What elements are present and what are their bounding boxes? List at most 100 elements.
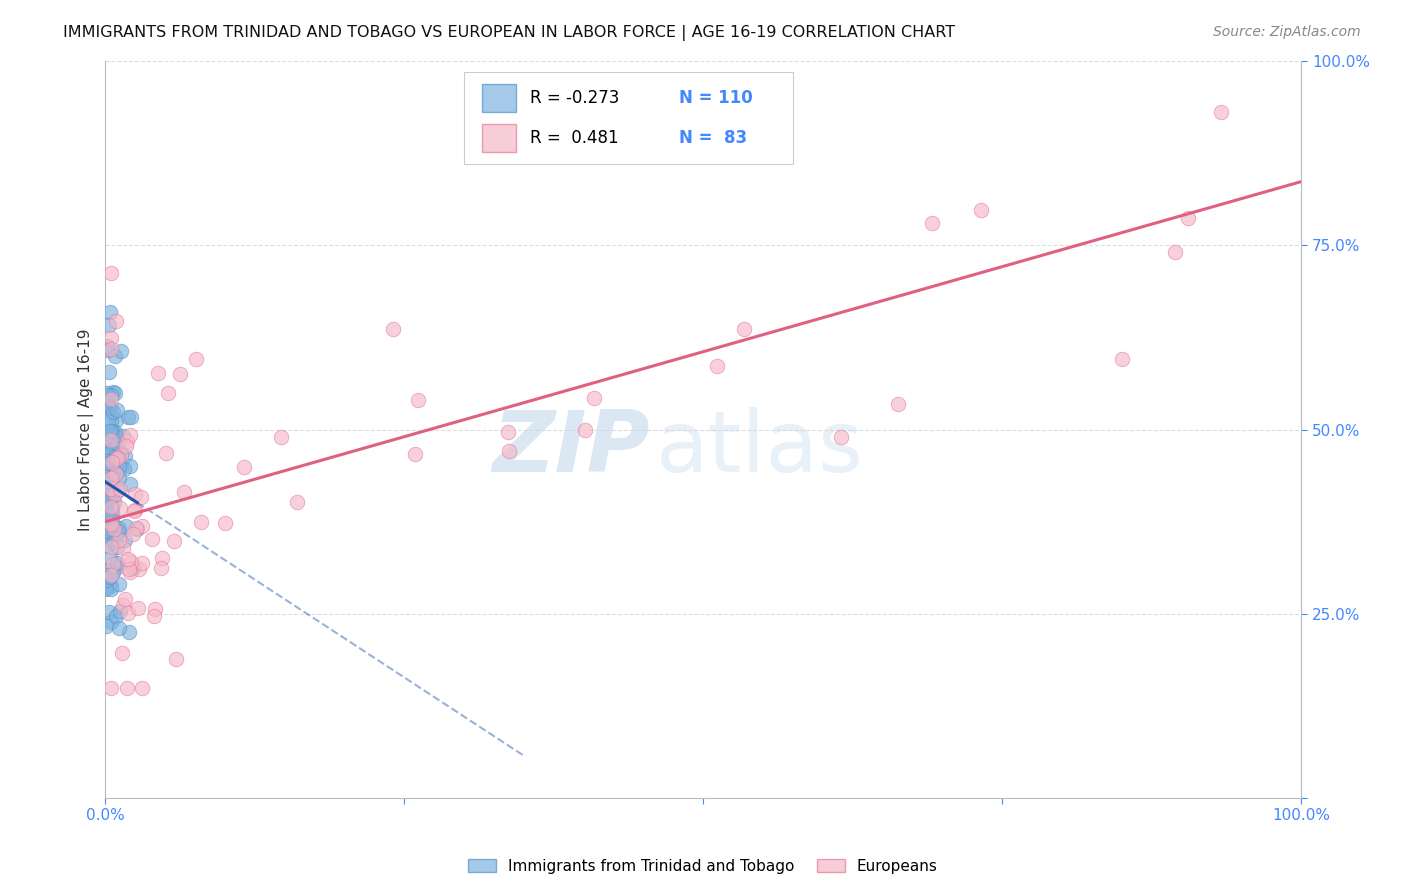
Point xyxy=(97,399,120,413)
Point xyxy=(1177,211,1199,226)
Point xyxy=(163,533,186,548)
Point xyxy=(97,343,120,357)
Point xyxy=(131,681,153,695)
Point xyxy=(129,490,152,504)
Point xyxy=(100,550,122,565)
Point xyxy=(114,519,136,533)
Point xyxy=(98,563,121,577)
Point xyxy=(131,518,153,533)
Point xyxy=(94,580,117,594)
Text: R =  0.481: R = 0.481 xyxy=(530,129,619,147)
Point xyxy=(122,561,145,575)
Point xyxy=(120,410,142,425)
Point xyxy=(96,537,118,551)
Point xyxy=(100,487,122,501)
Point xyxy=(105,560,128,574)
Point xyxy=(98,509,121,524)
Point xyxy=(496,425,519,439)
Point xyxy=(104,428,127,442)
Point xyxy=(100,533,122,548)
Point xyxy=(104,440,127,454)
Point xyxy=(1209,105,1232,120)
Point xyxy=(96,388,118,402)
Point xyxy=(111,541,134,555)
Point xyxy=(100,392,122,406)
Point xyxy=(94,618,117,632)
Point xyxy=(94,517,117,532)
Point xyxy=(98,399,121,413)
Point xyxy=(104,487,127,501)
Point xyxy=(98,424,121,438)
Point xyxy=(120,428,142,442)
Point xyxy=(184,352,207,367)
Point xyxy=(128,562,150,576)
Point xyxy=(100,578,122,592)
Point xyxy=(96,508,118,522)
Point xyxy=(97,521,120,535)
Point xyxy=(96,339,118,353)
Point xyxy=(149,561,172,575)
Point xyxy=(970,202,993,217)
Point xyxy=(100,414,122,428)
Point xyxy=(97,476,120,491)
Point xyxy=(921,216,943,230)
Point xyxy=(108,471,131,485)
Point xyxy=(122,527,145,541)
Point xyxy=(101,508,124,522)
Point xyxy=(100,450,122,464)
Point xyxy=(101,384,124,399)
Point xyxy=(100,540,122,554)
Point xyxy=(96,490,118,504)
Point xyxy=(98,365,121,379)
Point xyxy=(115,681,138,695)
Point xyxy=(105,556,128,570)
Point xyxy=(97,441,120,455)
Point xyxy=(114,449,136,463)
Point xyxy=(96,386,118,401)
Point xyxy=(107,450,129,464)
Point xyxy=(382,321,405,335)
Point xyxy=(125,521,148,535)
Point xyxy=(101,455,124,469)
Point xyxy=(97,454,120,468)
Point xyxy=(104,385,127,400)
Point xyxy=(887,397,910,411)
Point xyxy=(103,534,125,549)
Point xyxy=(1206,39,1229,54)
Point xyxy=(104,608,127,623)
Point xyxy=(104,314,127,328)
Point xyxy=(100,517,122,532)
Point xyxy=(114,533,136,548)
Point xyxy=(120,565,142,579)
Text: N = 110: N = 110 xyxy=(679,89,754,107)
Point xyxy=(96,467,118,481)
Point xyxy=(107,524,129,538)
Point xyxy=(117,409,139,424)
Point xyxy=(104,350,127,364)
Point xyxy=(108,604,131,618)
Point xyxy=(97,414,120,428)
Point xyxy=(143,602,166,616)
Point xyxy=(105,403,128,417)
Point xyxy=(100,482,122,496)
Point xyxy=(108,533,131,547)
Point xyxy=(114,592,136,607)
Point xyxy=(98,434,121,449)
Point xyxy=(101,558,124,572)
Point xyxy=(94,568,117,582)
Point xyxy=(107,483,129,497)
Point xyxy=(111,429,134,443)
Point xyxy=(108,501,131,516)
Point xyxy=(98,318,121,333)
Text: IMMIGRANTS FROM TRINIDAD AND TOBAGO VS EUROPEAN IN LABOR FORCE | AGE 16-19 CORRE: IMMIGRANTS FROM TRINIDAD AND TOBAGO VS E… xyxy=(63,25,956,41)
Point xyxy=(107,458,129,473)
Point xyxy=(108,621,131,635)
Point xyxy=(100,424,122,438)
Point xyxy=(100,471,122,485)
Point xyxy=(155,446,177,460)
Point xyxy=(103,494,125,508)
Point xyxy=(124,486,146,500)
Point xyxy=(97,488,120,502)
Point xyxy=(406,393,429,408)
Point xyxy=(103,468,125,483)
